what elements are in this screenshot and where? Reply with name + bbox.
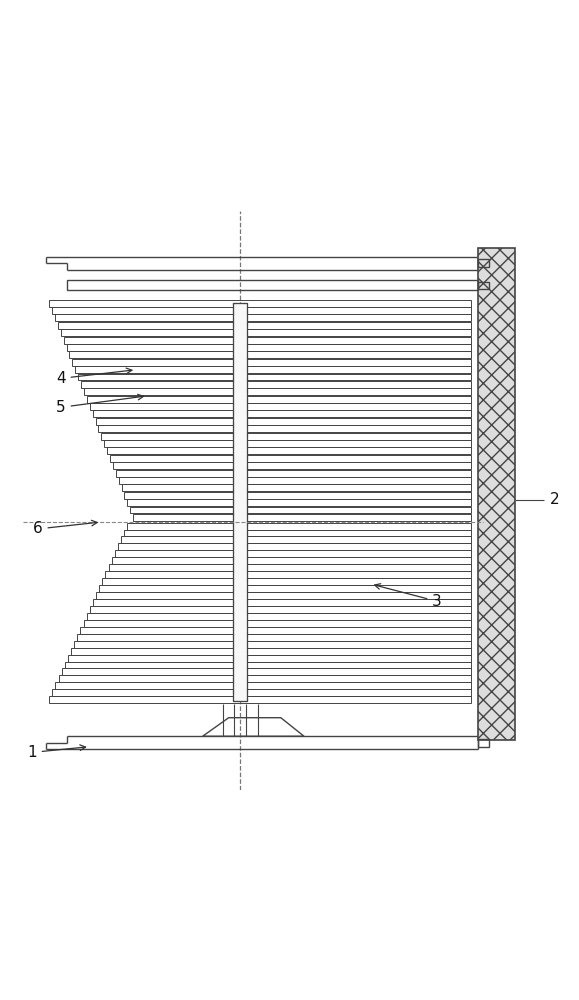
Bar xyxy=(74,641,471,648)
Bar xyxy=(67,280,478,290)
Bar xyxy=(84,388,471,395)
Bar xyxy=(127,523,471,530)
Bar xyxy=(78,634,471,641)
Bar xyxy=(58,322,471,329)
Bar xyxy=(75,366,471,373)
Bar xyxy=(62,668,471,675)
Bar xyxy=(99,585,471,592)
Text: 2: 2 xyxy=(550,492,560,508)
Bar xyxy=(90,606,471,613)
Bar xyxy=(98,425,471,432)
Bar xyxy=(49,300,471,307)
Bar xyxy=(72,359,471,366)
Bar xyxy=(233,303,247,701)
Bar xyxy=(122,484,471,491)
Bar xyxy=(87,613,471,620)
Bar xyxy=(61,329,471,336)
Bar xyxy=(96,592,471,599)
Bar xyxy=(93,599,471,606)
Bar xyxy=(116,470,471,477)
Bar xyxy=(65,662,471,668)
Text: 3: 3 xyxy=(375,584,442,609)
Bar xyxy=(83,620,471,627)
Bar xyxy=(105,571,471,578)
Bar xyxy=(56,682,471,689)
Bar xyxy=(127,499,471,506)
Bar xyxy=(69,351,471,358)
Bar xyxy=(64,337,471,344)
Bar xyxy=(49,696,471,703)
Bar xyxy=(71,648,471,655)
Bar xyxy=(233,303,247,701)
Bar xyxy=(110,455,471,462)
Bar xyxy=(113,462,471,469)
Bar xyxy=(119,477,471,484)
Bar xyxy=(107,447,471,454)
Bar xyxy=(478,259,489,267)
Bar xyxy=(58,675,471,682)
Bar xyxy=(78,374,471,380)
Bar xyxy=(67,344,471,351)
Bar xyxy=(112,557,471,564)
Bar xyxy=(96,418,471,425)
Text: 1: 1 xyxy=(27,745,86,760)
Bar xyxy=(478,739,489,747)
Bar xyxy=(87,396,471,403)
Bar xyxy=(104,440,471,447)
Bar xyxy=(115,550,471,557)
Bar xyxy=(52,307,471,314)
Bar xyxy=(80,627,471,634)
Bar xyxy=(93,410,471,417)
Bar xyxy=(101,433,471,440)
Bar xyxy=(52,689,471,696)
Bar xyxy=(55,314,471,321)
Bar xyxy=(124,492,471,499)
Text: 5: 5 xyxy=(56,394,144,415)
Bar xyxy=(90,403,471,410)
Text: 6: 6 xyxy=(33,520,97,536)
Bar xyxy=(478,248,515,740)
Bar xyxy=(109,564,471,571)
Bar xyxy=(118,543,471,550)
Bar xyxy=(124,530,471,536)
Text: 4: 4 xyxy=(56,368,132,386)
Bar xyxy=(130,507,471,513)
Bar xyxy=(102,578,471,585)
Bar xyxy=(478,282,489,289)
Bar xyxy=(121,536,471,543)
Bar xyxy=(133,514,471,521)
Bar xyxy=(81,381,471,388)
Bar xyxy=(68,655,471,662)
